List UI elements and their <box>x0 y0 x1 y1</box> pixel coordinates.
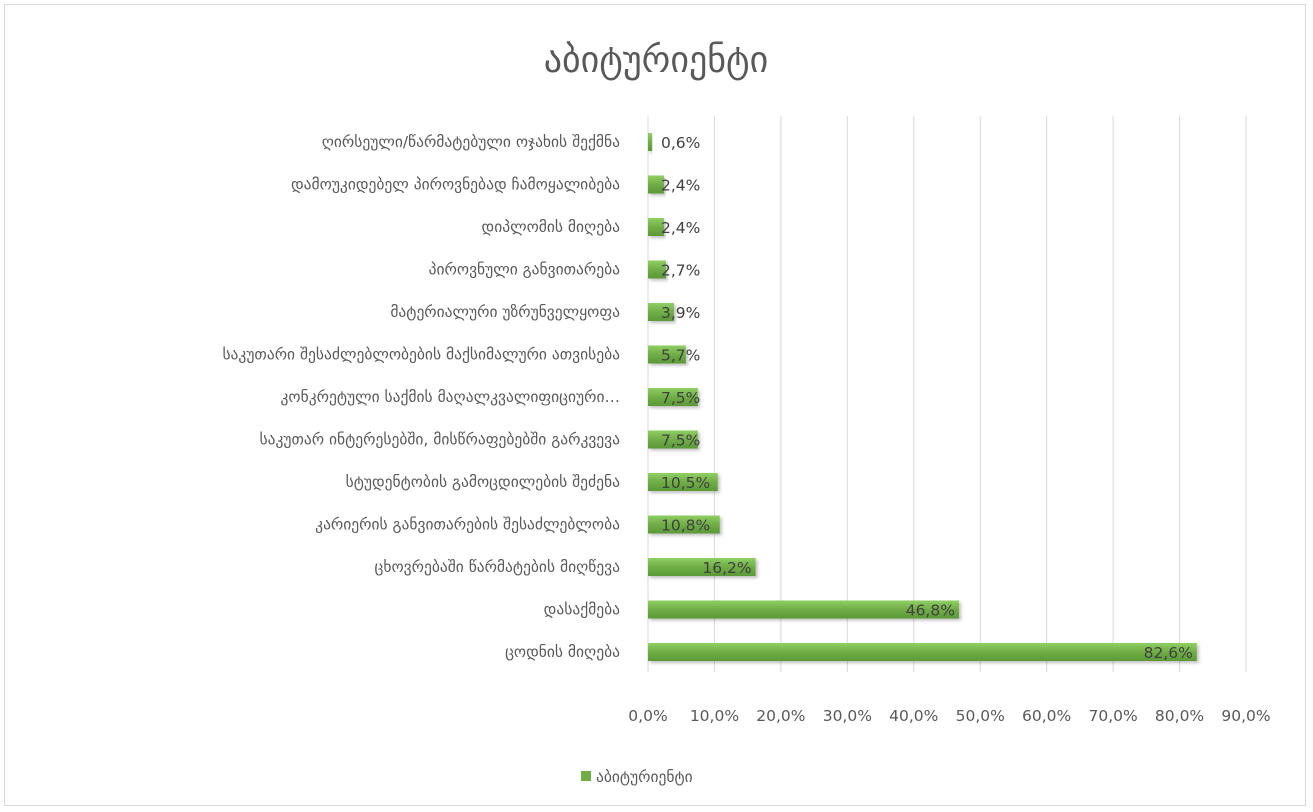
x-tick-label: 90,0% <box>1221 707 1270 725</box>
bar[interactable] <box>648 260 666 279</box>
bar[interactable] <box>648 558 756 576</box>
x-tick-label: 0,0% <box>628 707 667 725</box>
bar[interactable] <box>648 515 720 534</box>
x-tick-label: 10,0% <box>690 707 739 725</box>
data-labels: 82,6% 46,8% 16,2% 10,8% 10,5% 7,5% 7,5% 5,7% 3,9… <box>661 134 1193 662</box>
bar[interactable] <box>648 133 652 151</box>
x-tick-label: 50,0% <box>956 707 1005 725</box>
bar[interactable] <box>648 175 664 194</box>
x-tick-label: 30,0% <box>823 707 872 725</box>
chart-title: აბიტურიენტი <box>544 40 768 81</box>
legend-label: აბიტურიენტი <box>596 768 693 786</box>
legend[interactable]: აბიტურიენტი <box>581 768 693 786</box>
data-label: 46,8% <box>906 602 955 620</box>
category-label: პიროვნული განვითარება <box>429 261 620 279</box>
x-tick-label: 60,0% <box>1022 707 1071 725</box>
data-label: 82,6% <box>1144 644 1193 662</box>
data-label: 2,4% <box>661 219 700 237</box>
bar[interactable] <box>648 303 674 321</box>
category-label: დიპლომის მიღება <box>482 218 621 236</box>
x-axis-ticks: 0,0% 10,0% 20,0% 30,0% 40,0% 50,0% 60,0% 70,0% 8… <box>628 707 1270 725</box>
bar[interactable] <box>648 388 698 406</box>
data-label: 16,2% <box>702 559 751 577</box>
category-label: საკუთარი შესაძლებლობების მაქსიმალური ათვ… <box>222 346 620 364</box>
bar[interactable] <box>648 473 718 491</box>
data-label: 7,5% <box>661 432 700 450</box>
category-label: ცოდნის მიღება <box>505 643 620 661</box>
category-label: კარიერის განვითარების შესაძლებლობა <box>315 516 620 534</box>
bar[interactable] <box>648 643 1197 661</box>
category-labels: ცოდნის მიღება დასაქმება ცხოვრებაში წარმატე… <box>222 133 620 661</box>
data-label: 3,9% <box>661 304 700 322</box>
x-tick-label: 20,0% <box>756 707 805 725</box>
category-label: დამოუკიდებელ პიროვნებად ჩამოყალიბება <box>291 176 620 194</box>
x-tick-label: 70,0% <box>1088 707 1137 725</box>
bars <box>648 133 1197 661</box>
category-label: საკუთარ ინტერესებში, მისწრაფებებში გარკვ… <box>259 431 620 449</box>
category-label: სტუდენტობის გამოცდილების შეძენა <box>346 473 620 491</box>
category-label: დასაქმება <box>544 601 620 619</box>
category-label: მატერიალური უზრუნველყოფა <box>390 303 620 321</box>
x-tick-label: 80,0% <box>1155 707 1204 725</box>
data-label: 10,8% <box>661 517 710 535</box>
category-label: ცხოვრებაში წარმატების მიღწევა <box>375 558 621 576</box>
data-label: 2,7% <box>661 262 700 280</box>
data-label: 5,7% <box>661 347 700 365</box>
gridlines <box>647 116 1247 672</box>
x-tick-label: 40,0% <box>889 707 938 725</box>
legend-swatch <box>581 771 591 781</box>
bar[interactable] <box>648 218 664 236</box>
bar[interactable] <box>648 345 686 364</box>
bar[interactable] <box>648 600 959 619</box>
data-label: 7,5% <box>661 389 700 407</box>
category-label: კონკრეტული საქმის მაღალკვალიფიციური… <box>281 388 620 406</box>
bar[interactable] <box>648 430 698 449</box>
data-label: 10,5% <box>661 474 710 492</box>
data-label: 0,6% <box>661 134 700 152</box>
category-label: ღირსეული/წარმატებული ოჯახის შექმნა <box>322 133 620 151</box>
data-label: 2,4% <box>661 177 700 195</box>
